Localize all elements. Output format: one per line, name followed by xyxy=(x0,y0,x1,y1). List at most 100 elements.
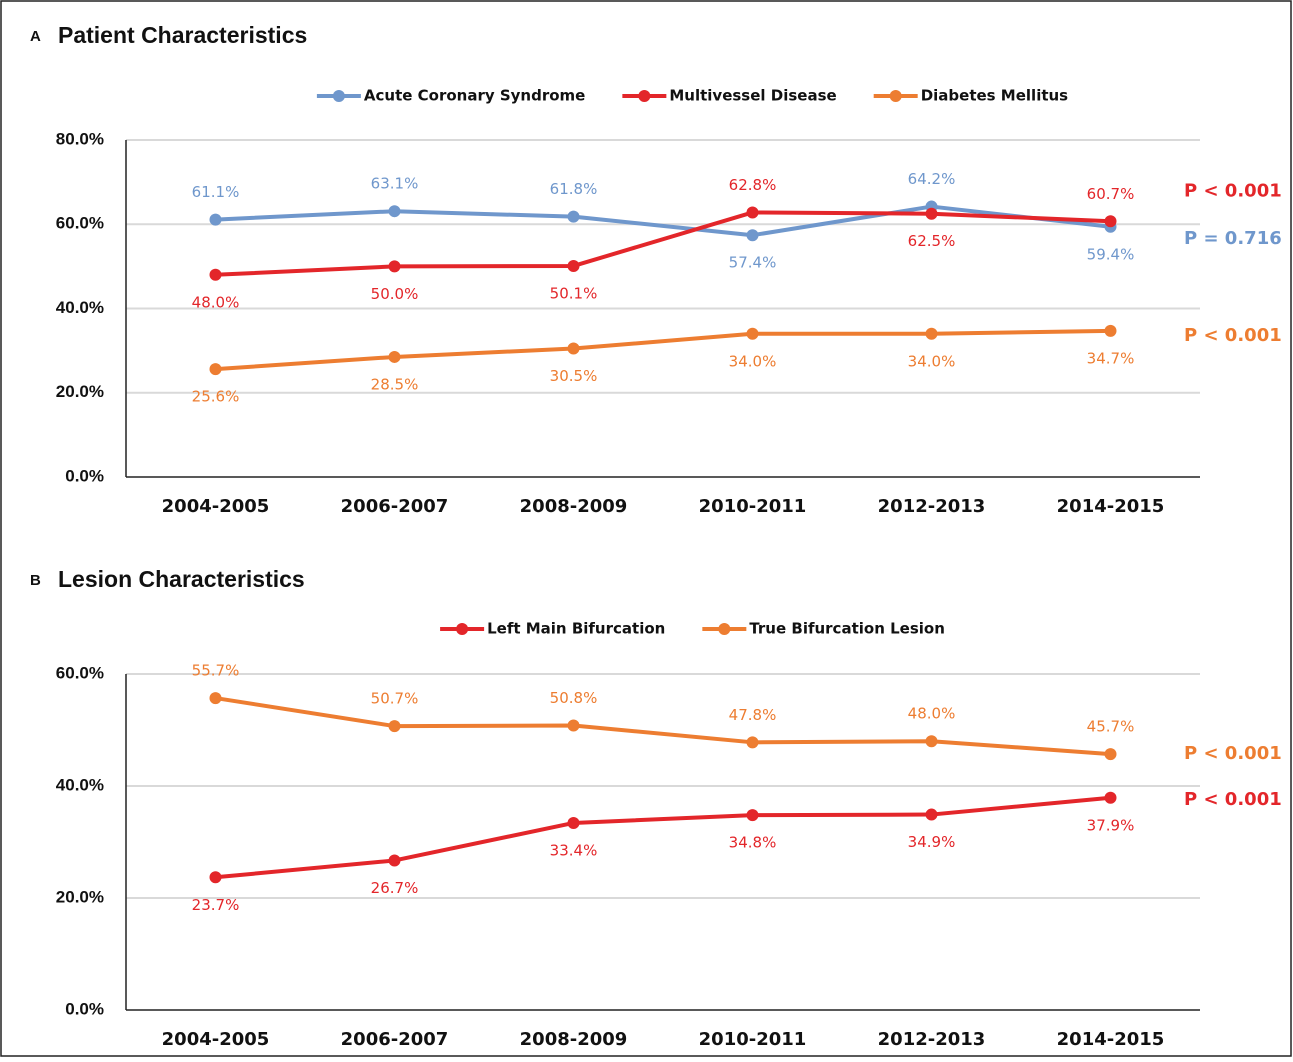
series-line xyxy=(215,795,1111,880)
point xyxy=(925,327,938,340)
data-label: 50.7% xyxy=(371,690,419,708)
legend-label: True Bifurcation Lesion xyxy=(749,620,945,638)
data-label: 30.5% xyxy=(550,367,598,385)
point xyxy=(567,210,580,223)
point xyxy=(925,808,938,821)
x-tick-label: 2004-2005 xyxy=(162,496,270,517)
legend-marker xyxy=(332,90,345,102)
panel-title: Patient Characteristics xyxy=(58,22,307,48)
data-label: 48.0% xyxy=(908,705,956,723)
x-tick-label: 2008-2009 xyxy=(520,496,628,517)
data-label: 28.5% xyxy=(371,375,419,393)
x-tick-label: 2006-2007 xyxy=(341,496,449,517)
x-tick-label: 2006-2007 xyxy=(341,1029,449,1050)
point xyxy=(1104,324,1117,337)
point xyxy=(1104,748,1117,761)
p-value: P < 0.001 xyxy=(1184,325,1282,346)
point xyxy=(209,213,222,226)
point xyxy=(388,350,401,363)
series-line xyxy=(215,204,1111,238)
data-label: 59.4% xyxy=(1087,245,1135,263)
point xyxy=(209,692,222,705)
data-label: 50.8% xyxy=(550,689,598,707)
data-label: 63.1% xyxy=(371,175,419,193)
point xyxy=(1104,215,1117,228)
legend-label: Multivessel Disease xyxy=(669,87,836,105)
data-label: 50.0% xyxy=(371,285,419,303)
point xyxy=(746,229,759,242)
point xyxy=(567,259,580,272)
data-label: 62.8% xyxy=(729,176,777,194)
p-value: P < 0.001 xyxy=(1184,180,1282,201)
data-label: 50.1% xyxy=(550,284,598,302)
data-label: 34.7% xyxy=(1087,349,1135,367)
data-label: 25.6% xyxy=(192,388,240,406)
point xyxy=(567,719,580,732)
series-line xyxy=(215,696,1111,757)
point xyxy=(388,260,401,273)
data-label: 48.0% xyxy=(192,293,240,311)
panel-label: A xyxy=(30,28,41,45)
point xyxy=(388,854,401,867)
y-tick-label: 40.0% xyxy=(56,298,104,317)
x-tick-label: 2008-2009 xyxy=(520,1029,628,1050)
point xyxy=(209,268,222,281)
legend-label: Acute Coronary Syndrome xyxy=(364,87,585,105)
y-tick-label: 40.0% xyxy=(56,775,104,794)
point xyxy=(746,809,759,822)
point xyxy=(1104,791,1117,804)
p-value: P < 0.001 xyxy=(1184,743,1282,764)
x-tick-label: 2012-2013 xyxy=(878,1029,986,1050)
legend-label: Diabetes Mellitus xyxy=(921,87,1068,105)
x-tick-label: 2010-2011 xyxy=(699,496,807,517)
x-tick-label: 2004-2005 xyxy=(162,1029,270,1050)
point xyxy=(746,206,759,219)
data-label: 62.5% xyxy=(908,232,956,250)
y-tick-label: 0.0% xyxy=(65,466,104,485)
point xyxy=(746,736,759,749)
point xyxy=(209,871,222,884)
x-tick-label: 2014-2015 xyxy=(1057,1029,1165,1050)
data-label: 34.8% xyxy=(729,834,777,852)
point xyxy=(567,816,580,829)
data-label: 23.7% xyxy=(192,896,240,914)
data-label: 60.7% xyxy=(1087,185,1135,203)
data-label: 37.9% xyxy=(1087,816,1135,834)
data-label: 34.0% xyxy=(729,352,777,370)
y-tick-label: 60.0% xyxy=(56,663,104,682)
point xyxy=(209,363,222,376)
panel-title: Lesion Characteristics xyxy=(58,566,305,592)
legend-marker xyxy=(889,90,902,102)
data-label: 47.8% xyxy=(729,706,777,724)
data-label: 61.8% xyxy=(550,180,598,198)
data-label: 34.0% xyxy=(908,352,956,370)
point xyxy=(925,207,938,220)
series-line xyxy=(215,328,1111,372)
p-value: P < 0.001 xyxy=(1184,789,1282,810)
legend-marker xyxy=(638,90,651,102)
legend-marker xyxy=(456,623,469,635)
data-label: 33.4% xyxy=(550,841,598,859)
data-label: 57.4% xyxy=(729,254,777,272)
x-tick-label: 2010-2011 xyxy=(699,1029,807,1050)
point xyxy=(567,342,580,355)
p-value: P = 0.716 xyxy=(1184,228,1282,249)
x-tick-label: 2014-2015 xyxy=(1057,496,1165,517)
point xyxy=(388,205,401,218)
point xyxy=(388,720,401,733)
y-tick-label: 20.0% xyxy=(56,382,104,401)
series-line xyxy=(215,210,1111,277)
y-tick-label: 60.0% xyxy=(56,214,104,233)
panel-label: B xyxy=(30,572,41,589)
x-tick-label: 2012-2013 xyxy=(878,496,986,517)
legend-marker xyxy=(718,623,731,635)
y-tick-label: 20.0% xyxy=(56,887,104,906)
data-label: 26.7% xyxy=(371,879,419,897)
data-label: 45.7% xyxy=(1087,718,1135,736)
data-label: 61.1% xyxy=(192,183,240,201)
data-label: 64.2% xyxy=(908,170,956,188)
legend-label: Left Main Bifurcation xyxy=(487,620,665,638)
point xyxy=(746,327,759,340)
point xyxy=(925,735,938,748)
